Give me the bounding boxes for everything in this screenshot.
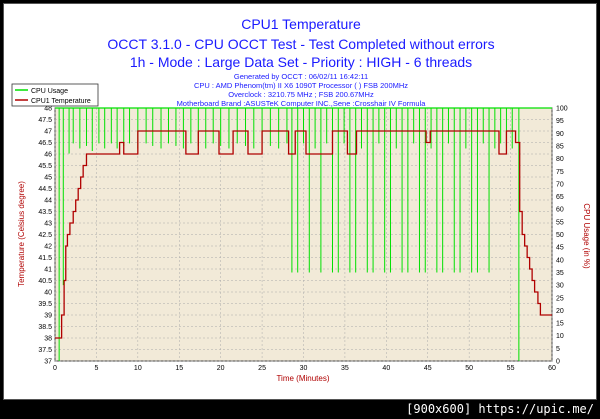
x-tick-label: 5 — [94, 365, 98, 372]
x-tick-label: 45 — [424, 365, 432, 372]
chart-subtitle-2: 1h - Mode : Large Data Set - Priority : … — [130, 54, 472, 70]
x-tick-label: 55 — [507, 365, 515, 372]
y-right-tick-label: 80 — [556, 156, 564, 163]
y-right-tick-label: 30 — [556, 283, 564, 290]
x-tick-label: 25 — [258, 365, 266, 372]
y-right-tick-label: 10 — [556, 333, 564, 340]
y-right-tick-label: 85 — [556, 143, 564, 150]
x-tick-label: 60 — [548, 365, 556, 372]
y-axis-left-ticks: 37 37.5 38 38.5 39 39.5 40 40.5 41 41.5 42 42.5 43 43… — [38, 106, 52, 366]
y-right-tick-label: 55 — [556, 219, 564, 226]
y-left-tick-label: 38.5 — [38, 324, 52, 331]
legend-box — [11, 83, 99, 107]
watermark-text: [900x600] https://upic.me/ — [406, 402, 594, 416]
y-left-tick-label: 41.5 — [38, 255, 52, 262]
x-tick-label: 50 — [465, 365, 473, 372]
bottom-bar — [0, 401, 600, 419]
chart-subtitle-1: OCCT 3.1.0 - CPU OCCT Test - Test Comple… — [107, 36, 494, 52]
y-left-tick-label: 47.5 — [38, 117, 52, 124]
y-axis-right-ticks: 0 5 10 15 20 25 30 35 40 45 50 55 60 65 70 75 80 85 90 95 10… — [556, 106, 568, 366]
y-left-tick-label: 48 — [44, 106, 52, 113]
y-left-tick-label: 37 — [44, 359, 52, 366]
x-tick-label: 20 — [217, 365, 225, 372]
y-left-tick-label: 44.5 — [38, 186, 52, 193]
y-right-tick-label: 60 — [556, 207, 564, 214]
y-right-tick-label: 35 — [556, 270, 564, 277]
x-tick-label: 40 — [382, 365, 390, 372]
x-tick-label: 10 — [134, 365, 142, 372]
y-right-tick-label: 65 — [556, 194, 564, 201]
info-motherboard: Motherboard Brand :ASUSTeK Computer INC.… — [177, 99, 427, 108]
chart-title: CPU1 Temperature — [241, 16, 361, 32]
y-left-tick-label: 45 — [44, 175, 52, 182]
y-right-tick-label: 95 — [556, 118, 564, 125]
y-right-tick-label: 25 — [556, 295, 564, 302]
info-overclock: Overclock : 3210.75 MHz ; FSB 200.67MHz — [228, 90, 374, 99]
y-right-tick-label: 15 — [556, 321, 564, 328]
y-left-tick-label: 43.5 — [38, 209, 52, 216]
y-right-tick-label: 50 — [556, 232, 564, 239]
x-tick-label: 30 — [300, 365, 308, 372]
legend-cpu-usage-label: CPU Usage — [31, 88, 68, 95]
series-cpu1-temperature — [55, 130, 552, 339]
x-axis-label: Time (Minutes) — [276, 374, 329, 383]
y-right-tick-label: 0 — [556, 359, 560, 366]
y-left-tick-label: 40 — [44, 290, 52, 297]
y-left-tick-label: 42.5 — [38, 232, 52, 239]
x-tick-label: 35 — [341, 365, 349, 372]
x-tick-label: 15 — [175, 365, 183, 372]
series-cpu-usage — [55, 107, 552, 361]
y-axis-left-label: Temperature (Celsius degree) — [17, 181, 26, 287]
y-left-tick-label: 47 — [44, 129, 52, 136]
legend: CPU Usage CPU1 Temperature — [11, 83, 99, 107]
y-left-tick-label: 40.5 — [38, 278, 52, 285]
y-left-tick-label: 39.5 — [38, 301, 52, 308]
y-left-tick-label: 44 — [44, 198, 52, 205]
x-axis-ticks: 0 5 10 15 20 25 30 35 40 45 50 55 60 — [53, 365, 556, 372]
y-left-tick-label: 46 — [44, 152, 52, 159]
y-left-tick-label: 45.5 — [38, 163, 52, 170]
y-left-tick-label: 37.5 — [38, 347, 52, 354]
y-right-tick-label: 100 — [556, 106, 568, 113]
info-generated: Generated by OCCT : 06/02/11 16:42:11 — [234, 72, 368, 81]
y-right-tick-label: 45 — [556, 245, 564, 252]
legend-cpu1-temperature-label: CPU1 Temperature — [31, 98, 91, 105]
y-right-tick-label: 70 — [556, 181, 564, 188]
chart-frame: CPU1 Temperature OCCT 3.1.0 - CPU OCCT T… — [3, 3, 597, 400]
y-left-tick-label: 38 — [44, 336, 52, 343]
y-left-tick-label: 43 — [44, 221, 52, 228]
cpu1-temperature-line — [55, 130, 552, 339]
info-cpu: CPU : AMD Phenom(tm) II X6 1090T Process… — [194, 81, 408, 90]
y-left-tick-label: 41 — [44, 267, 52, 274]
y-axis-right-label: CPU Usage (in %) — [582, 203, 591, 269]
y-right-tick-label: 20 — [556, 308, 564, 315]
y-right-tick-label: 75 — [556, 169, 564, 176]
y-right-tick-label: 40 — [556, 257, 564, 264]
chart-svg: CPU1 Temperature OCCT 3.1.0 - CPU OCCT T… — [11, 16, 591, 383]
y-right-tick-label: 5 — [556, 346, 560, 353]
y-left-tick-label: 46.5 — [38, 140, 52, 147]
y-left-tick-label: 42 — [44, 244, 52, 251]
x-tick-label: 0 — [53, 365, 57, 372]
y-left-tick-label: 39 — [44, 313, 52, 320]
y-right-tick-label: 90 — [556, 131, 564, 138]
